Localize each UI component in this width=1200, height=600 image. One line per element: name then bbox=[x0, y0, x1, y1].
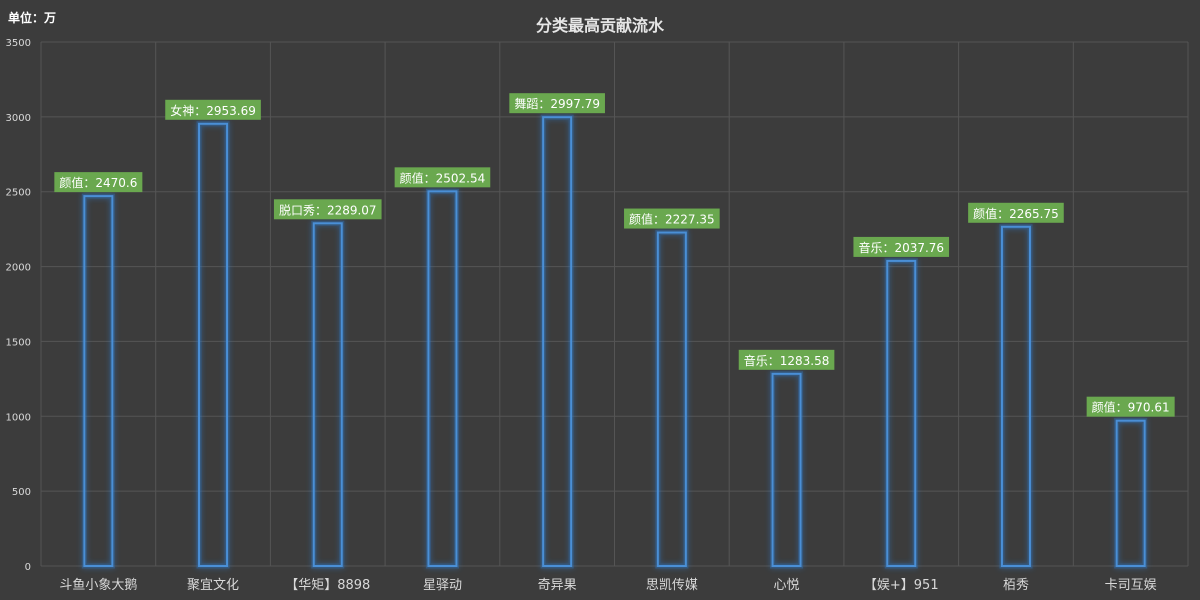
y-tick-label: 500 bbox=[12, 487, 31, 498]
bar bbox=[542, 116, 573, 567]
bar-glow bbox=[1114, 418, 1148, 569]
data-label-bg bbox=[54, 172, 143, 193]
bar-glow bbox=[425, 188, 459, 569]
bar-glow bbox=[884, 258, 918, 569]
bar bbox=[771, 372, 802, 567]
bar bbox=[312, 222, 343, 567]
data-label: 颜值：2227.35 bbox=[629, 212, 715, 227]
bar bbox=[1115, 419, 1146, 567]
y-tick-label: 0 bbox=[25, 562, 31, 573]
x-tick-label: 斗鱼小象大鹅 bbox=[59, 577, 137, 593]
bar-glow bbox=[999, 224, 1033, 569]
data-label-bg bbox=[853, 236, 950, 257]
bar bbox=[656, 231, 687, 568]
bar-glow bbox=[311, 220, 345, 569]
bar-glow bbox=[655, 230, 689, 569]
data-label: 颜值：970.61 bbox=[1092, 400, 1170, 415]
data-label-bg bbox=[1086, 396, 1175, 417]
x-axis-ticks: 斗鱼小象大鹅 聚宜文化 【华矩】8898 星驿动 奇异果 思凯传媒 心悦 【娱+】951 栢秀 卡… bbox=[59, 577, 1156, 593]
y-tick-label: 3000 bbox=[6, 113, 31, 124]
bar-glow bbox=[196, 121, 230, 569]
y-tick-label: 1000 bbox=[6, 412, 31, 423]
bar bbox=[1000, 225, 1031, 567]
chart-title: 分类最高贡献流水 bbox=[536, 16, 665, 35]
x-tick-label: 奇异果 bbox=[538, 577, 577, 593]
y-tick-label: 2500 bbox=[6, 188, 31, 199]
y-tick-label: 2000 bbox=[6, 263, 31, 274]
data-label-bg bbox=[624, 208, 720, 229]
bar-glow bbox=[770, 371, 804, 569]
data-label: 女神：2953.69 bbox=[170, 103, 256, 118]
data-label: 音乐：2037.76 bbox=[858, 240, 944, 255]
bar bbox=[83, 195, 114, 568]
bars bbox=[81, 114, 1148, 569]
data-label-bg bbox=[738, 349, 835, 370]
x-tick-label: 卡司互娱 bbox=[1105, 578, 1157, 593]
y-tick-label: 1500 bbox=[6, 337, 31, 348]
bar-glow bbox=[81, 193, 115, 569]
x-tick-label: 心悦 bbox=[774, 578, 800, 593]
data-label-bg bbox=[394, 167, 491, 188]
x-tick-label: 【华矩】8898 bbox=[285, 578, 370, 593]
data-label-bg bbox=[273, 199, 382, 220]
y-axis-ticks: 0 500 1000 1500 2000 2500 3000 3500 bbox=[6, 38, 31, 573]
bar bbox=[198, 122, 229, 568]
data-label: 颜值：2265.75 bbox=[973, 206, 1059, 221]
data-label: 脱口秀：2289.07 bbox=[279, 202, 377, 217]
data-label: 舞蹈：2997.79 bbox=[514, 97, 600, 111]
data-label: 颜值：2470.6 bbox=[59, 175, 137, 190]
x-tick-label: 【娱+】951 bbox=[864, 578, 939, 593]
grid-lines bbox=[40, 41, 1189, 567]
data-labels: 颜值：2470.6 女神：2953.69 脱口秀：2289.07 颜值：2502.54… bbox=[54, 93, 1175, 417]
data-label-bg bbox=[165, 99, 261, 120]
x-tick-label: 星驿动 bbox=[423, 578, 462, 593]
data-label-bg bbox=[509, 93, 605, 114]
bar bbox=[886, 259, 917, 567]
x-tick-label: 栢秀 bbox=[1003, 578, 1029, 593]
data-label-bg bbox=[968, 202, 1064, 223]
x-tick-label: 聚宜文化 bbox=[187, 578, 239, 593]
data-label: 音乐：1283.58 bbox=[744, 353, 830, 368]
y-tick-label: 3500 bbox=[6, 38, 31, 49]
x-tick-label: 思凯传媒 bbox=[646, 578, 698, 593]
bar bbox=[427, 190, 458, 567]
data-label: 颜值：2502.54 bbox=[400, 170, 486, 185]
unit-label: 单位：万 bbox=[8, 11, 57, 25]
